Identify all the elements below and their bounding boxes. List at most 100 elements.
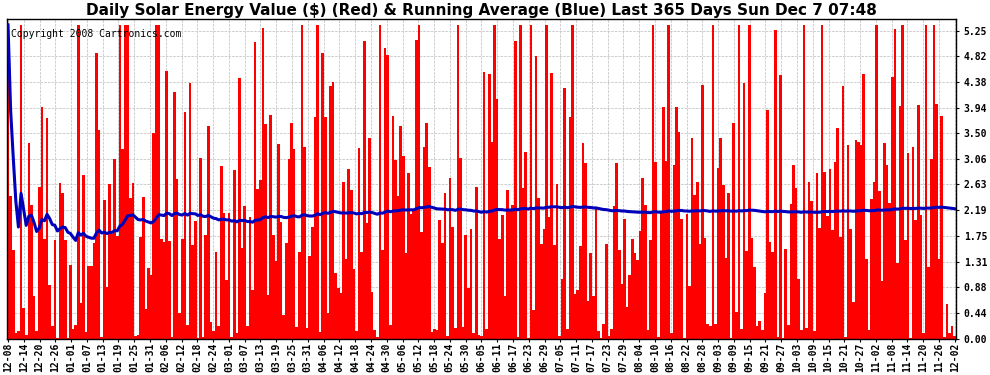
Bar <box>119 25 121 339</box>
Bar <box>386 55 389 339</box>
Bar <box>106 287 108 339</box>
Bar <box>467 288 469 339</box>
Bar <box>568 117 571 339</box>
Bar <box>407 172 410 339</box>
Bar <box>194 221 197 339</box>
Bar <box>920 215 923 339</box>
Bar <box>846 146 849 339</box>
Bar <box>766 110 769 339</box>
Bar <box>277 144 280 339</box>
Bar <box>672 165 675 339</box>
Bar <box>852 302 854 339</box>
Bar <box>25 335 28 339</box>
Bar <box>842 86 844 339</box>
Bar <box>319 332 322 339</box>
Bar <box>311 227 314 339</box>
Bar <box>813 331 816 339</box>
Bar <box>808 182 811 339</box>
Bar <box>753 267 755 339</box>
Bar <box>904 240 907 339</box>
Bar <box>316 25 319 339</box>
Bar <box>805 328 808 339</box>
Bar <box>493 25 496 339</box>
Bar <box>347 169 350 339</box>
Bar <box>745 251 748 339</box>
Bar <box>421 232 423 339</box>
Bar <box>811 201 813 339</box>
Bar <box>332 82 335 339</box>
Bar <box>832 231 834 339</box>
Bar <box>199 158 202 339</box>
Text: Copyright 2008 Cartronics.com: Copyright 2008 Cartronics.com <box>12 28 182 39</box>
Bar <box>149 275 152 339</box>
Bar <box>477 335 480 339</box>
Bar <box>576 290 579 339</box>
Bar <box>98 130 100 339</box>
Bar <box>314 117 316 339</box>
Bar <box>878 191 881 339</box>
Bar <box>519 25 522 339</box>
Bar <box>231 337 233 339</box>
Bar <box>547 217 550 339</box>
Bar <box>930 159 933 339</box>
Bar <box>686 214 688 339</box>
Bar <box>225 280 228 339</box>
Bar <box>142 197 145 339</box>
Bar <box>381 250 384 339</box>
Bar <box>436 330 439 339</box>
Bar <box>667 25 670 339</box>
Bar <box>517 337 519 339</box>
Bar <box>545 25 547 339</box>
Bar <box>543 229 545 339</box>
Bar <box>337 288 340 339</box>
Bar <box>538 198 540 339</box>
Bar <box>938 259 940 339</box>
Bar <box>701 85 704 339</box>
Bar <box>800 330 803 339</box>
Bar <box>288 159 290 339</box>
Bar <box>709 326 712 339</box>
Bar <box>597 331 600 339</box>
Bar <box>56 338 58 339</box>
Bar <box>634 253 637 339</box>
Bar <box>38 188 41 339</box>
Bar <box>678 132 680 339</box>
Bar <box>64 240 66 339</box>
Bar <box>834 162 837 339</box>
Bar <box>340 293 343 339</box>
Bar <box>160 239 162 339</box>
Bar <box>335 273 337 339</box>
Bar <box>925 25 928 339</box>
Bar <box>883 143 886 339</box>
Bar <box>280 222 282 339</box>
Bar <box>451 226 454 339</box>
Bar <box>239 78 241 339</box>
Bar <box>298 252 301 339</box>
Bar <box>30 206 33 339</box>
Bar <box>758 321 761 339</box>
Bar <box>488 74 490 339</box>
Bar <box>92 243 95 339</box>
Bar <box>870 199 873 339</box>
Bar <box>550 73 553 339</box>
Bar <box>261 27 264 339</box>
Bar <box>148 268 149 339</box>
Bar <box>127 25 129 339</box>
Bar <box>779 75 782 339</box>
Bar <box>464 235 467 339</box>
Bar <box>74 325 77 339</box>
Bar <box>267 295 269 339</box>
Bar <box>111 234 114 339</box>
Bar <box>659 212 662 339</box>
Bar <box>600 338 602 339</box>
Bar <box>894 29 896 339</box>
Bar <box>343 183 345 339</box>
Bar <box>176 179 178 339</box>
Bar <box>322 53 324 339</box>
Bar <box>774 30 776 339</box>
Bar <box>816 172 818 339</box>
Bar <box>571 25 574 339</box>
Bar <box>748 25 750 339</box>
Bar <box>282 315 285 339</box>
Bar <box>867 330 870 339</box>
